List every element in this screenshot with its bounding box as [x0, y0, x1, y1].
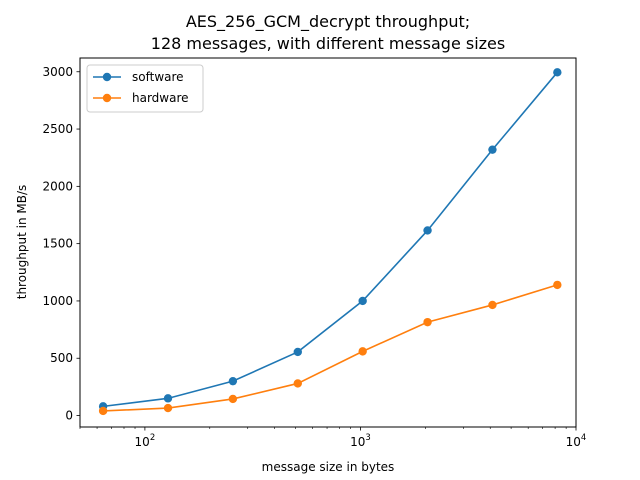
data-point-software [358, 296, 367, 306]
y-tick-label: 1000 [42, 294, 73, 308]
data-point-hardware [163, 403, 173, 413]
series-line-software [103, 71, 558, 408]
legend-marker-hardware [102, 93, 112, 103]
data-point-hardware [358, 347, 367, 356]
x-axis-label: message size in bytes [262, 460, 395, 474]
chart-title-line-1: AES_256_GCM_decrypt throughput; [186, 12, 470, 32]
x-axis-ticks: 102 103 104 [79, 427, 587, 449]
x-tick-label: 102 [135, 433, 156, 449]
data-point-hardware [553, 280, 562, 290]
legend: software hardware [86, 64, 204, 113]
y-axis-ticks: 0 500 1000 1500 2000 2500 3000 [42, 65, 80, 423]
y-tick-label: 2500 [42, 122, 73, 136]
data-point-software [488, 145, 497, 154]
data-point-software [423, 226, 432, 235]
y-tick-label: 3000 [42, 65, 73, 79]
data-point-software [293, 347, 302, 357]
series-line-hardware [103, 284, 558, 412]
data-point-hardware [98, 406, 108, 416]
data-point-hardware [488, 300, 497, 310]
data-point-software [228, 376, 238, 386]
chart-title-line-2: 128 messages, with different message siz… [151, 34, 505, 53]
legend-label-software: software [132, 70, 184, 84]
plot-frame [79, 57, 577, 428]
plot-content [98, 68, 562, 416]
legend-marker-software [102, 72, 112, 82]
legend-label-hardware: hardware [132, 91, 189, 105]
x-tick-label: 104 [566, 433, 587, 449]
x-tick-label: 103 [350, 433, 371, 449]
chart-title: AES_256_GCM_decrypt throughput; 128 mess… [151, 12, 505, 53]
data-point-software [553, 68, 562, 77]
y-tick-label: 1500 [42, 237, 73, 251]
y-tick-label: 0 [65, 409, 73, 423]
y-tick-label: 2000 [42, 179, 73, 193]
y-axis-label: throughput in MB/s [15, 185, 29, 300]
y-tick-label: 500 [50, 351, 73, 365]
data-point-hardware [228, 394, 238, 404]
data-point-software [163, 394, 173, 403]
data-point-hardware [293, 379, 302, 388]
data-point-hardware [423, 317, 432, 327]
